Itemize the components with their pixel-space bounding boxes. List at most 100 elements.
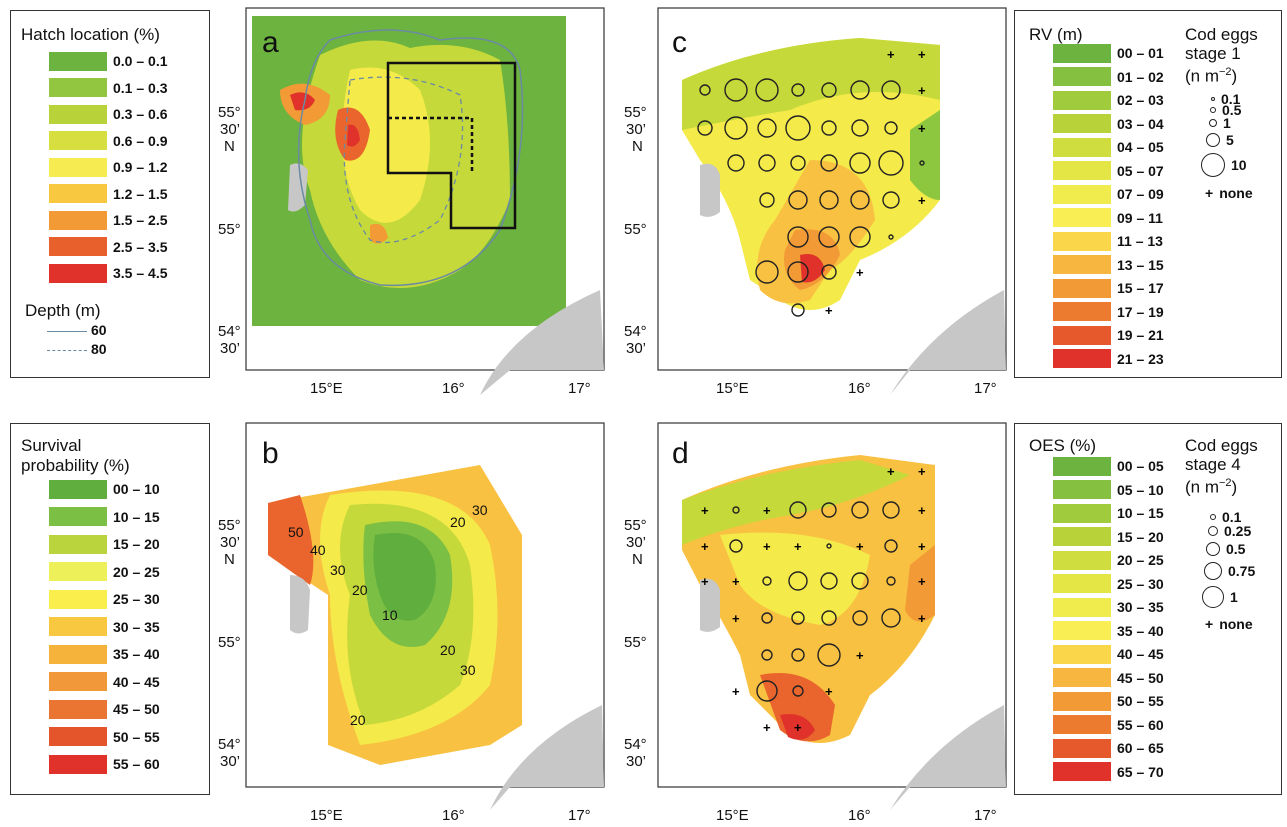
legend-row: 13 – 15 (1053, 255, 1164, 275)
egg-circle (820, 154, 838, 172)
no-eggs-marker: + (918, 574, 926, 589)
legend-label: 17 – 19 (1117, 303, 1164, 320)
legend-label: 19 – 21 (1117, 327, 1164, 343)
land-coast (890, 705, 1006, 810)
lat-54-30-min: 30’ (220, 340, 240, 357)
legend-label: 00 – 01 (1117, 45, 1164, 61)
panel-label-a: a (262, 26, 279, 59)
legend-swatch (1053, 208, 1111, 227)
legend-swatch (1053, 621, 1111, 640)
legend-row: 17 – 19 (1053, 302, 1164, 322)
legend-swatch (49, 672, 107, 691)
no-eggs-marker: + (918, 83, 926, 98)
legend-row: 15 – 20 (1053, 527, 1164, 547)
legend-label: 20 – 25 (113, 563, 160, 580)
legend-swatch (49, 507, 107, 526)
lat-54-30-deg: 54° (218, 736, 241, 753)
lat-N: N (224, 138, 235, 155)
egg-circle-icon (1211, 97, 1215, 101)
egg-circle (849, 226, 871, 248)
legend-row: 01 – 02 (1053, 67, 1164, 87)
egg-size-label: 1 (1230, 589, 1238, 605)
land-coast (490, 705, 604, 810)
legend-row: 30 – 35 (49, 617, 160, 637)
egg-size-row: 0.1 (1199, 509, 1241, 525)
egg-circle (758, 154, 776, 172)
legend-swatch (1053, 325, 1111, 345)
legend-label: 05 – 10 (1117, 481, 1164, 498)
legend-row: 65 – 70 (1053, 762, 1164, 782)
no-eggs-marker: + (732, 574, 740, 589)
no-eggs-marker: + (701, 503, 709, 518)
legend-label: 00 – 05 (1117, 458, 1164, 474)
egg-circle (791, 303, 805, 317)
egg-circle-icon (1209, 119, 1217, 127)
no-eggs-marker: + (918, 539, 926, 554)
egg-circle (888, 234, 894, 240)
egg-none-label: none (1219, 616, 1253, 632)
lon-16: 16° (442, 807, 465, 824)
legend-title: RV (m) (1029, 25, 1083, 44)
legend-row: 10 – 15 (49, 507, 160, 527)
legend-row: 1.5 – 2.5 (49, 210, 168, 230)
lat-55-30-min: 30’ (220, 534, 240, 551)
lon-15: 15°E (716, 807, 749, 824)
legend-label: 45 – 50 (1117, 669, 1164, 686)
legend-row: 0.3 – 0.6 (49, 104, 168, 124)
legend-row: 10 – 15 (1053, 503, 1164, 523)
egg-circle (791, 648, 805, 662)
contour-label-50: 50 (288, 524, 304, 540)
egg-size-row: 5 (1199, 131, 1234, 149)
legend-swatch (1053, 503, 1111, 523)
legend-swatch (49, 589, 107, 609)
egg-size-label: 0.25 (1224, 523, 1252, 539)
panel-label-d: d (672, 437, 689, 470)
legend-swatch (49, 157, 107, 177)
lat-55-30-min: 30’ (626, 534, 646, 551)
land-island (288, 163, 308, 212)
no-eggs-marker: + (732, 684, 740, 699)
legend-swatch (1053, 762, 1111, 781)
lat-55: 55° (218, 221, 241, 238)
no-eggs-marker: + (856, 648, 864, 663)
legend-row: 00 – 10 (49, 479, 160, 499)
egg-circle-icon (1208, 526, 1218, 536)
legend-swatch (49, 237, 107, 256)
egg-circle (850, 80, 870, 100)
legend-label: 11 – 13 (1117, 233, 1163, 249)
egg-circle (785, 115, 811, 141)
no-eggs-marker: + (918, 193, 926, 208)
lat-55-30-deg: 55° (624, 104, 647, 121)
legend-label: 45 – 50 (113, 701, 160, 717)
hatch-hotspot-center-core (347, 124, 360, 147)
legend-label: 55 – 60 (113, 756, 160, 772)
legend-label: 2.5 – 3.5 (113, 238, 168, 255)
map-panel-c: + + + + + + + c 55° 30’ N 55° 54° 30’ 15°E 16°… (610, 0, 1014, 410)
rv-north-low (682, 38, 940, 130)
legend-label: 07 – 09 (1117, 186, 1164, 202)
legend-label: 20 – 25 (1117, 552, 1164, 568)
lat-54-30-min: 30’ (626, 340, 646, 357)
egg-circle (732, 506, 740, 514)
legend-label: 50 – 55 (113, 728, 160, 745)
egg-circle (697, 120, 713, 136)
legend-oes: OES (%) 00 – 05 05 – 10 10 – 15 15 – 20 20 –… (1014, 423, 1282, 795)
legend-row: 21 – 23 (1053, 349, 1164, 369)
legend-swatch (49, 754, 107, 774)
lon-15: 15°E (716, 380, 749, 397)
lat-N: N (224, 551, 235, 568)
legend-label: 65 – 70 (1117, 763, 1164, 780)
egg-circle-icon (1206, 133, 1220, 147)
legend-row: 50 – 55 (1053, 691, 1164, 711)
legend-label: 0.1 – 0.3 (113, 79, 168, 96)
egg-circle (821, 120, 837, 136)
egg-circle (761, 649, 773, 661)
legend-swatch (1053, 668, 1111, 687)
egg-circle (919, 160, 925, 166)
lon-16: 16° (442, 380, 465, 397)
rv-south-max (800, 254, 825, 283)
egg-size-row: 10 (1199, 151, 1247, 179)
egg-circle (878, 150, 904, 176)
egg-size-label: 10 (1231, 157, 1247, 173)
eggs-title-line1: Cod eggs (1185, 25, 1258, 44)
